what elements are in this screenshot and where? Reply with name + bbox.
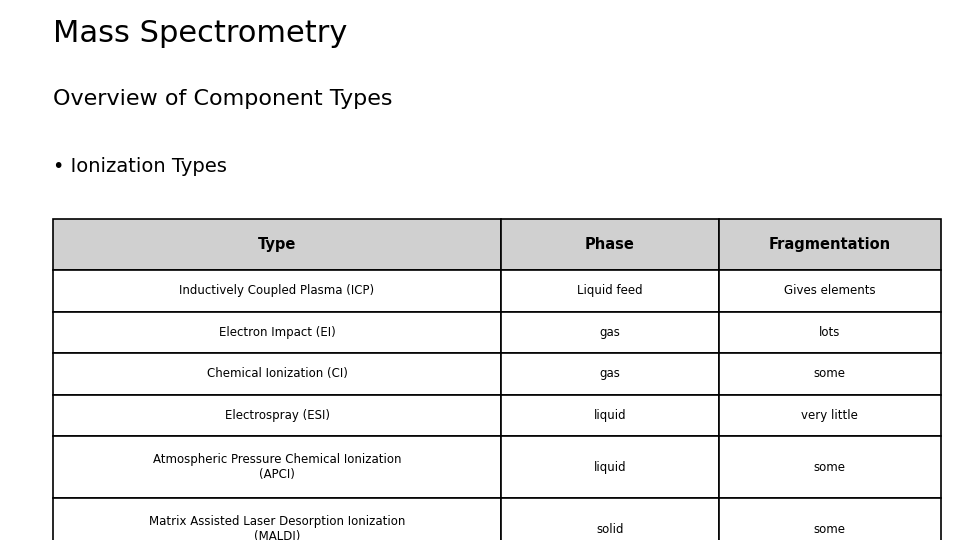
Bar — [719, 436, 941, 498]
Bar — [53, 395, 501, 436]
Bar — [53, 312, 501, 353]
Text: some: some — [814, 367, 846, 381]
Bar — [719, 219, 941, 270]
Text: Type: Type — [258, 237, 297, 252]
Bar — [501, 312, 719, 353]
Bar — [53, 436, 501, 498]
Text: very little: very little — [802, 409, 858, 422]
Bar — [501, 353, 719, 395]
Text: Gives elements: Gives elements — [784, 284, 876, 298]
Bar — [53, 353, 501, 395]
Bar — [719, 395, 941, 436]
Text: liquid: liquid — [593, 409, 626, 422]
Text: some: some — [814, 461, 846, 474]
Text: liquid: liquid — [593, 461, 626, 474]
Bar — [719, 498, 941, 540]
Text: Overview of Component Types: Overview of Component Types — [53, 89, 393, 109]
Text: Chemical Ionization (CI): Chemical Ionization (CI) — [206, 367, 348, 381]
Bar — [501, 395, 719, 436]
Bar — [501, 498, 719, 540]
Text: Fragmentation: Fragmentation — [769, 237, 891, 252]
Text: Inductively Coupled Plasma (ICP): Inductively Coupled Plasma (ICP) — [180, 284, 374, 298]
Bar — [719, 353, 941, 395]
Bar — [501, 270, 719, 312]
Text: Liquid feed: Liquid feed — [577, 284, 643, 298]
Bar — [501, 436, 719, 498]
Bar — [719, 270, 941, 312]
Text: gas: gas — [600, 326, 620, 339]
Text: lots: lots — [819, 326, 841, 339]
Bar — [53, 219, 501, 270]
Text: Phase: Phase — [585, 237, 635, 252]
Text: Electrospray (ESI): Electrospray (ESI) — [225, 409, 329, 422]
Text: Matrix Assisted Laser Desorption Ionization
(MALDI): Matrix Assisted Laser Desorption Ionizat… — [149, 516, 405, 540]
Text: gas: gas — [600, 367, 620, 381]
Text: solid: solid — [596, 523, 624, 536]
Bar — [53, 498, 501, 540]
Bar — [719, 312, 941, 353]
Text: • Ionization Types: • Ionization Types — [53, 157, 227, 176]
Text: some: some — [814, 523, 846, 536]
Text: Mass Spectrometry: Mass Spectrometry — [53, 19, 348, 48]
Bar — [53, 270, 501, 312]
Text: Electron Impact (EI): Electron Impact (EI) — [219, 326, 335, 339]
Text: Atmospheric Pressure Chemical Ionization
(APCI): Atmospheric Pressure Chemical Ionization… — [153, 454, 401, 481]
Bar — [501, 219, 719, 270]
